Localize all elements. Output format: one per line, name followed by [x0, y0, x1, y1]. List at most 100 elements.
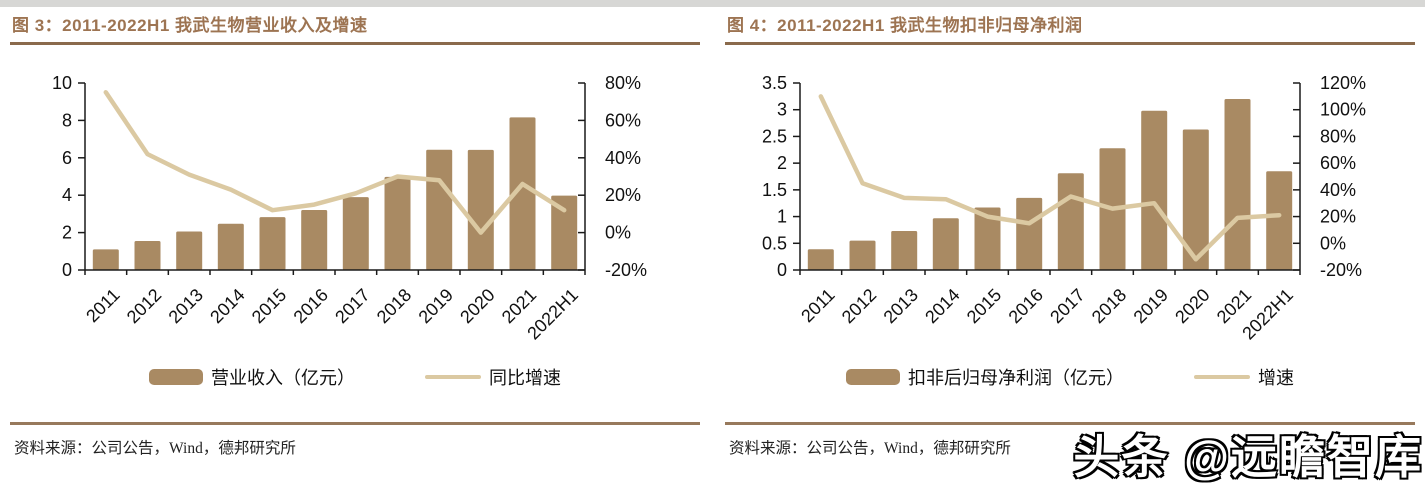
figure-4-legend: 扣非后归母净利润（亿元） 增速	[725, 363, 1415, 391]
right-tick-label: 40%	[605, 148, 641, 168]
figure-4-source-rule	[725, 422, 1415, 425]
bar-legend-swatch-icon	[149, 369, 203, 385]
figure-3-source: 资料来源：公司公告，Wind，德邦研究所	[14, 440, 296, 457]
x-tick-label-2019: 2019	[1130, 285, 1172, 327]
x-tick-label-2016: 2016	[1005, 285, 1047, 327]
right-axis-labels: -20% 0% 20% 40% 60% 80% 100% 120%	[1293, 73, 1366, 280]
x-tick-label-2019: 2019	[415, 285, 457, 327]
left-tick-label: 0	[777, 260, 787, 280]
x-tick-label-2017: 2017	[331, 285, 373, 327]
x-tick-label-2018: 2018	[1088, 285, 1130, 327]
figure-4-source: 资料来源：公司公告，Wind，德邦研究所	[729, 440, 1011, 457]
right-tick-label: 100%	[1320, 100, 1366, 120]
axes	[84, 83, 586, 275]
left-tick-label: 1	[777, 207, 787, 227]
x-tick-label-2020: 2020	[1171, 285, 1213, 327]
right-tick-label: 40%	[1320, 180, 1356, 200]
legend-item-growth: 增速	[1194, 364, 1294, 390]
bar-series	[807, 99, 1293, 270]
figure-4-title: 图 4：2011-2022H1 我武生物扣非归母净利润	[727, 16, 1083, 35]
right-tick-label: 20%	[1320, 207, 1356, 227]
right-tick-label: -20%	[1320, 260, 1362, 280]
line-legend-swatch-icon	[1194, 375, 1250, 379]
right-tick-label: 0%	[1320, 233, 1346, 253]
bar-2018	[384, 176, 411, 270]
right-axis-labels: -20% 0% 20% 40% 60% 80%	[578, 73, 647, 280]
legend-label-net-profit: 扣非后归母净利润（亿元）	[908, 368, 1124, 388]
x-tick-label-2012: 2012	[123, 285, 165, 327]
growth-line-series	[818, 94, 1282, 262]
figure-3-title-rule	[10, 42, 700, 45]
right-tick-label: 20%	[605, 185, 641, 205]
x-axis-labels: 2011 2012 2013 2014 2015 2016 2017 2018 2019 2020…	[797, 285, 1297, 344]
bar-2020	[467, 149, 494, 270]
bar-2017	[1057, 173, 1084, 270]
left-tick-label: 2.5	[762, 126, 787, 146]
right-tick-label: 60%	[1320, 153, 1356, 173]
legend-label-revenue: 营业收入（亿元）	[211, 368, 355, 388]
bar-2011	[92, 249, 119, 270]
bar-2016	[1016, 197, 1043, 270]
left-tick-label: 8	[62, 110, 72, 130]
x-tick-label-2014: 2014	[921, 285, 963, 327]
figure-3-title: 图 3：2011-2022H1 我武生物营业收入及增速	[12, 16, 368, 35]
bar-2022H1	[1266, 171, 1293, 270]
figure-3-source-rule	[10, 422, 700, 425]
x-tick-label-2012: 2012	[838, 285, 880, 327]
left-axis-labels: 0 2 4 6 8 10	[52, 73, 85, 280]
left-tick-label: 4	[62, 185, 72, 205]
x-tick-label-2017: 2017	[1046, 285, 1088, 327]
left-tick-label: 2	[777, 153, 787, 173]
charts-row: 图 3：2011-2022H1 我武生物营业收入及增速 0 2 4 6 8 10 -20% 0…	[0, 7, 1425, 458]
top-border	[0, 0, 1425, 7]
growth-line-series	[103, 90, 567, 235]
left-tick-label: 3.5	[762, 73, 787, 93]
bar-2015	[974, 207, 1001, 270]
line-legend-swatch-icon	[425, 375, 481, 379]
x-tick-label-2011: 2011	[82, 285, 124, 327]
x-tick-label-2020: 2020	[456, 285, 498, 327]
right-tick-label: -20%	[605, 260, 647, 280]
bar-2015	[259, 217, 286, 270]
right-tick-label: 120%	[1320, 73, 1366, 93]
left-axis-labels: 0 0.5 1 1.5 2 2.5 3 3.5	[762, 73, 800, 280]
axes	[799, 83, 1301, 275]
bar-2011	[807, 249, 834, 270]
legend-item-net-profit: 扣非后归母净利润（亿元）	[846, 364, 1124, 390]
bar-2020	[1182, 129, 1209, 270]
toutiao-watermark: 头条 @远瞻智库	[1072, 430, 1423, 485]
bar-2012	[134, 241, 161, 270]
bar-2012	[849, 240, 876, 270]
bar-2021	[509, 117, 536, 271]
x-tick-label-2018: 2018	[373, 285, 415, 327]
x-tick-label-2015: 2015	[963, 285, 1005, 327]
left-tick-label: 3	[777, 100, 787, 120]
left-tick-label: 1.5	[762, 180, 787, 200]
figure-4-title-rule	[725, 42, 1415, 45]
bar-2014	[217, 223, 244, 270]
bar-2013	[891, 231, 918, 270]
right-tick-label: 80%	[605, 73, 641, 93]
x-axis-labels: 2011 2012 2013 2014 2015 2016 2017 2018 2019 2020…	[82, 285, 582, 344]
figure-4-card: 图 4：2011-2022H1 我武生物扣非归母净利润 0 0.5 1 1.5 2 2.5…	[725, 7, 1415, 458]
right-tick-label: 80%	[1320, 126, 1356, 146]
right-tick-label: 0%	[605, 223, 631, 243]
left-tick-label: 10	[52, 73, 72, 93]
bar-2017	[342, 197, 369, 270]
legend-item-yoy-growth: 同比增速	[425, 364, 561, 390]
figure-3-card: 图 3：2011-2022H1 我武生物营业收入及增速 0 2 4 6 8 10 -20% 0…	[10, 7, 700, 458]
bar-2019	[1141, 110, 1168, 270]
bar-2014	[932, 218, 959, 270]
bar-2016	[301, 210, 328, 270]
x-tick-label-2013: 2013	[165, 285, 207, 327]
legend-label-growth: 增速	[1258, 368, 1294, 388]
figure-3-legend: 营业收入（亿元） 同比增速	[10, 363, 700, 391]
x-tick-label-2016: 2016	[290, 285, 332, 327]
bar-2019	[426, 149, 453, 270]
bar-2022H1	[551, 195, 578, 270]
x-tick-label-2011: 2011	[797, 285, 839, 327]
legend-label-yoy-growth: 同比增速	[489, 368, 561, 388]
figure-4-chart: 0 0.5 1 1.5 2 2.5 3 3.5 -20% 0% 20% 40% 60% 80% 100% 12…	[762, 73, 1366, 344]
legend-item-revenue: 营业收入（亿元）	[149, 364, 355, 390]
